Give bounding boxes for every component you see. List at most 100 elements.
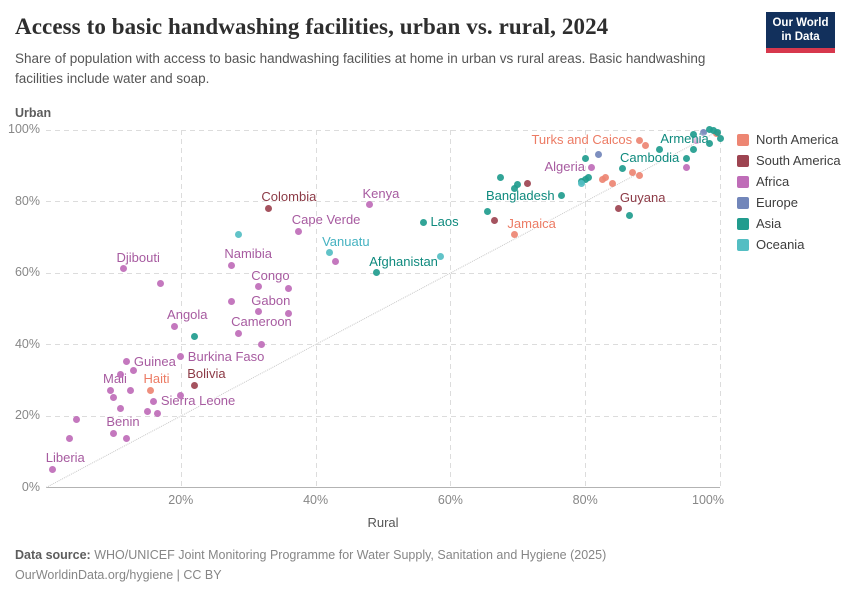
data-point[interactable] [608, 179, 616, 187]
legend-item-south-america[interactable]: South America [737, 150, 841, 171]
data-point[interactable] [635, 172, 643, 180]
data-point[interactable] [716, 134, 724, 142]
data-point[interactable] [258, 340, 266, 348]
data-point-bolivia[interactable] [190, 381, 198, 389]
country-label-colombia[interactable]: Colombia [261, 189, 317, 205]
data-point[interactable] [709, 126, 717, 134]
legend-item-europe[interactable]: Europe [737, 192, 841, 213]
data-point-jamaica[interactable] [510, 231, 518, 239]
country-label-afghanistan[interactable]: Afghanistan [369, 253, 438, 269]
data-point[interactable] [595, 151, 603, 159]
data-point[interactable] [689, 145, 697, 153]
data-point[interactable] [72, 415, 80, 423]
country-label-guinea[interactable]: Guinea [133, 353, 176, 369]
data-point[interactable] [66, 435, 74, 443]
data-point-guinea[interactable] [123, 358, 131, 366]
data-point[interactable] [153, 410, 161, 418]
data-point-burkina-faso[interactable] [177, 353, 185, 360]
data-point-sierra-leone[interactable] [150, 397, 158, 405]
data-point-guyana[interactable] [615, 204, 623, 212]
data-point[interactable] [332, 258, 340, 266]
legend-item-oceania[interactable]: Oceania [737, 234, 841, 255]
data-point[interactable] [109, 394, 117, 402]
data-point-djibouti[interactable] [120, 265, 127, 273]
data-point[interactable] [514, 181, 522, 189]
country-label-kenya[interactable]: Kenya [362, 185, 400, 201]
country-label-haiti[interactable]: Haiti [143, 371, 170, 387]
country-label-jamaica[interactable]: Jamaica [507, 215, 556, 231]
data-point[interactable] [689, 131, 697, 139]
data-point[interactable] [706, 140, 714, 148]
data-point[interactable] [497, 174, 505, 182]
data-point[interactable] [625, 211, 633, 219]
data-point-gabon[interactable] [254, 308, 262, 316]
country-label-armenia[interactable]: Armenia [660, 131, 709, 147]
legend-item-asia[interactable]: Asia [737, 213, 841, 234]
data-point-bangladesh[interactable] [558, 192, 566, 200]
data-point-afghanistan[interactable] [372, 269, 380, 276]
data-point[interactable] [490, 217, 498, 225]
data-point[interactable] [483, 208, 491, 216]
data-point-colombia[interactable] [264, 204, 272, 212]
data-point[interactable] [157, 279, 165, 287]
data-point-armenia[interactable] [655, 145, 663, 153]
country-label-laos[interactable]: Laos [430, 214, 459, 230]
data-point[interactable] [585, 174, 593, 182]
data-point-angola[interactable] [170, 322, 178, 330]
data-point-congo[interactable] [254, 283, 262, 291]
data-point[interactable] [177, 392, 185, 400]
data-point-cape-verde[interactable] [295, 227, 303, 235]
credit-line[interactable]: OurWorldinData.org/hygiene | CC BY [15, 568, 222, 583]
data-point[interactable] [628, 168, 636, 176]
data-point[interactable] [510, 184, 518, 192]
data-point-vanuatu[interactable] [325, 249, 333, 257]
data-point[interactable] [143, 408, 151, 416]
data-point[interactable] [116, 404, 124, 412]
country-label-turks-and-caicos[interactable]: Turks and Caicos [531, 132, 633, 148]
data-point[interactable] [618, 165, 626, 173]
data-point-cameroon[interactable] [234, 329, 242, 337]
data-point[interactable] [436, 252, 444, 260]
country-label-algeria[interactable]: Algeria [544, 159, 585, 175]
data-point[interactable] [116, 370, 124, 378]
data-point[interactable] [130, 367, 138, 375]
country-label-liberia[interactable]: Liberia [45, 450, 85, 466]
country-label-gabon[interactable]: Gabon [251, 292, 291, 308]
data-point-kenya[interactable] [366, 201, 374, 209]
country-label-bangladesh[interactable]: Bangladesh [485, 187, 555, 203]
country-label-burkina-faso[interactable]: Burkina Faso [187, 348, 265, 364]
data-point[interactable] [524, 179, 532, 187]
data-point[interactable] [126, 386, 134, 394]
data-point-mali[interactable] [106, 386, 114, 394]
country-label-sierra-leone[interactable]: Sierra Leone [160, 393, 236, 409]
country-label-cambodia[interactable]: Cambodia [620, 150, 680, 166]
data-point[interactable] [123, 435, 131, 443]
legend-item-africa[interactable]: Africa [737, 171, 841, 192]
owid-logo[interactable]: Our World in Data [766, 12, 835, 53]
country-label-angola[interactable]: Angola [167, 307, 208, 323]
data-point[interactable] [714, 128, 722, 136]
data-point-haiti[interactable] [146, 386, 154, 394]
data-point[interactable] [578, 180, 586, 188]
data-point-liberia[interactable] [49, 465, 57, 473]
country-label-cameroon[interactable]: Cameroon [231, 314, 292, 330]
data-point-namibia[interactable] [227, 261, 235, 269]
data-point[interactable] [601, 174, 609, 182]
data-point-algeria[interactable] [588, 163, 596, 171]
data-point[interactable] [234, 231, 242, 239]
data-point[interactable] [190, 333, 198, 341]
data-point-turks-and-caicos[interactable] [635, 136, 643, 144]
country-label-bolivia[interactable]: Bolivia [187, 366, 226, 382]
data-point[interactable] [692, 136, 700, 144]
data-point[interactable] [227, 297, 235, 305]
data-point[interactable] [285, 310, 293, 318]
data-point[interactable] [581, 154, 589, 162]
country-label-congo[interactable]: Congo [251, 267, 290, 283]
data-point[interactable] [642, 142, 650, 150]
country-label-cape-verde[interactable]: Cape Verde [291, 212, 361, 228]
data-point-cambodia[interactable] [682, 154, 690, 162]
data-point-benin[interactable] [109, 429, 117, 437]
country-label-djibouti[interactable]: Djibouti [116, 249, 160, 265]
data-point[interactable] [285, 285, 293, 293]
country-label-guyana[interactable]: Guyana [619, 190, 666, 206]
